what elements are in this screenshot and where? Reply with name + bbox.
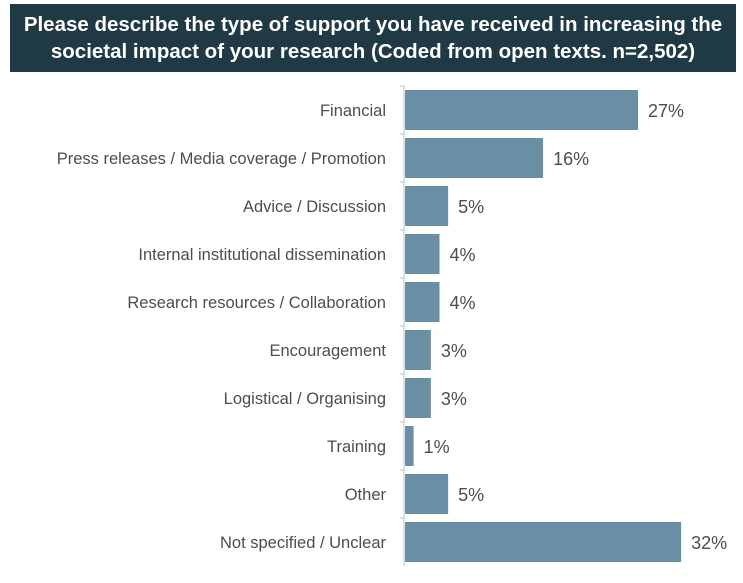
- bar-8: [405, 474, 449, 514]
- value-label: 3%: [441, 341, 467, 361]
- bar-1: [405, 138, 544, 178]
- value-label: 27%: [648, 101, 684, 121]
- category-label: Logistical / Organising: [224, 390, 386, 408]
- value-label: 5%: [458, 197, 484, 217]
- bar-4: [405, 282, 440, 322]
- category-label: Internal institutional dissemination: [138, 246, 386, 264]
- chart-title-text: Please describe the type of support you …: [23, 13, 723, 63]
- category-label: Advice / Discussion: [243, 198, 386, 216]
- value-label: 5%: [458, 485, 484, 505]
- value-label: 1%: [424, 437, 450, 457]
- value-label: 4%: [450, 293, 476, 313]
- chart-title: Please describe the type of support you …: [10, 4, 736, 72]
- value-label: 16%: [553, 149, 589, 169]
- value-label: 32%: [691, 533, 727, 553]
- value-label: 4%: [450, 245, 476, 265]
- bar-6: [405, 378, 431, 418]
- value-label: 3%: [441, 389, 467, 409]
- bar-3: [405, 234, 440, 274]
- category-label: Research resources / Collaboration: [127, 294, 386, 312]
- category-label: Press releases / Media coverage / Promot…: [57, 150, 386, 168]
- bar-2: [405, 186, 449, 226]
- category-label: Training: [327, 438, 386, 456]
- bar-0: [405, 90, 638, 130]
- category-label: Not specified / Unclear: [220, 534, 386, 552]
- bar-7: [405, 426, 414, 466]
- category-label: Other: [345, 486, 387, 504]
- category-label: Financial: [320, 102, 386, 120]
- bar-5: [405, 330, 431, 370]
- category-label: Encouragement: [270, 342, 387, 360]
- bar-9: [405, 522, 682, 562]
